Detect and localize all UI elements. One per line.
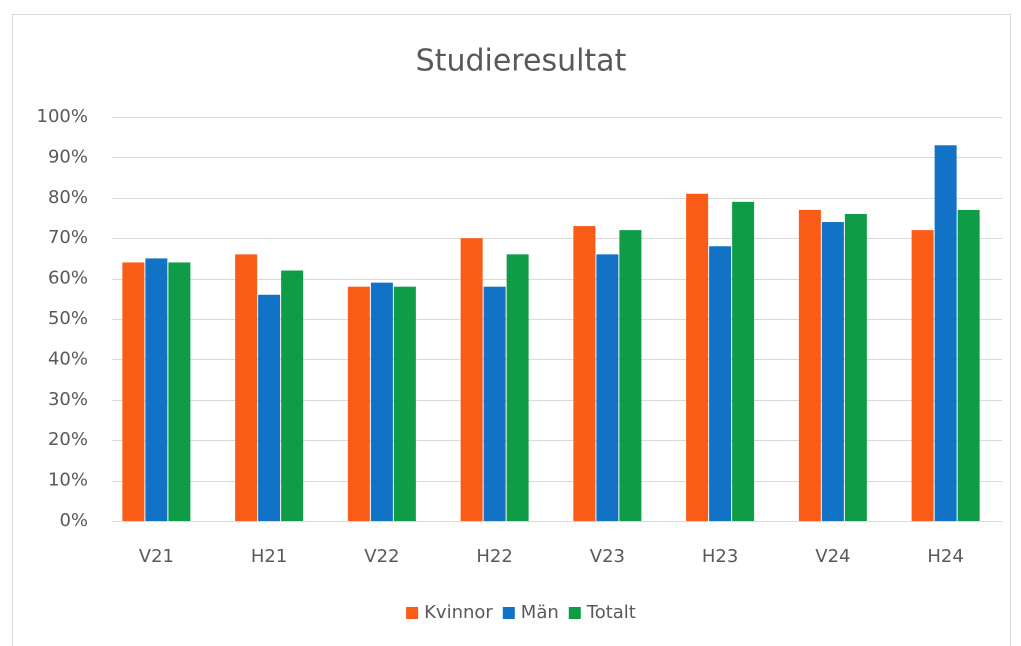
x-tick-label: H21: [251, 546, 287, 567]
bar: [483, 286, 506, 521]
bar: [934, 145, 957, 521]
y-tick-label: 80%: [48, 187, 88, 208]
y-tick-label: 40%: [48, 348, 88, 369]
bar: [258, 294, 281, 521]
bar: [596, 254, 619, 522]
y-tick-label: 50%: [48, 308, 88, 329]
legend-swatch: [502, 607, 515, 619]
bar: [573, 226, 596, 521]
chart-border: [12, 14, 1011, 646]
y-tick-label: 10%: [48, 470, 88, 491]
bar: [709, 246, 732, 521]
x-tick-label: H24: [927, 546, 963, 567]
y-tick-label: 70%: [48, 227, 88, 248]
x-tick-label: V23: [590, 546, 625, 567]
y-tick-label: 30%: [48, 389, 88, 410]
bar: [957, 209, 980, 522]
x-tick-label: V24: [815, 546, 850, 567]
bar: [393, 286, 416, 521]
y-tick-label: 60%: [48, 268, 88, 289]
bar: [168, 262, 191, 521]
y-tick-label: 100%: [37, 106, 88, 127]
bar: [122, 262, 145, 521]
x-tick-label: H22: [476, 546, 512, 567]
bar: [347, 286, 370, 521]
bar: [911, 230, 934, 521]
y-tick-label: 0%: [59, 510, 88, 531]
legend-label: Totalt: [586, 602, 636, 623]
legend-label: Kvinnor: [424, 602, 493, 623]
legend-label: Män: [521, 602, 559, 623]
bar: [798, 209, 821, 522]
y-tick-label: 90%: [48, 146, 88, 167]
bar: [506, 254, 529, 522]
bar: [821, 222, 844, 522]
bar: [844, 213, 867, 521]
bar: [281, 270, 304, 521]
bar: [460, 238, 483, 521]
bar: [619, 230, 642, 521]
legend-swatch: [568, 607, 581, 619]
y-tick-label: 20%: [48, 429, 88, 450]
x-tick-label: H23: [702, 546, 738, 567]
legend-swatch: [406, 607, 419, 619]
bar: [686, 193, 709, 521]
bar: [145, 258, 168, 521]
bar: [370, 282, 393, 521]
chart-title: Studieresultat: [416, 44, 627, 79]
bar: [732, 201, 755, 521]
bar: [235, 254, 258, 522]
x-tick-label: V21: [139, 546, 174, 567]
x-tick-label: V22: [364, 546, 399, 567]
